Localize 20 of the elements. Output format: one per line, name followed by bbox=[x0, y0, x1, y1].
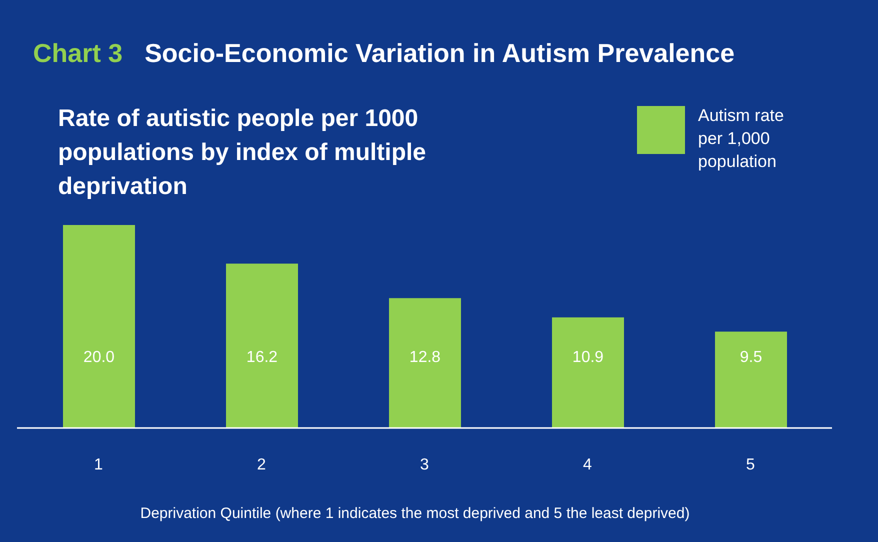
bar bbox=[63, 225, 135, 428]
x-axis-title: Deprivation Quintile (where 1 indicates the most deprived and 5 the least deprived) bbox=[139, 505, 691, 522]
bar bbox=[226, 264, 298, 428]
x-tick-label: 2 bbox=[257, 456, 266, 474]
bar bbox=[552, 317, 624, 428]
data-label: 20.0 bbox=[83, 349, 115, 366]
data-label: 12.8 bbox=[409, 349, 441, 366]
data-label: 9.5 bbox=[740, 349, 762, 366]
x-tick-label: 1 bbox=[94, 456, 104, 474]
text: Autism rate per 1,000 population bbox=[698, 105, 785, 173]
chart-subtitle: Socio-Economic Variation in Autism Prevalence bbox=[144, 38, 735, 68]
x-tick-label: 5 bbox=[746, 456, 756, 474]
x-tick-label: 4 bbox=[583, 456, 592, 474]
x-tick-label: 3 bbox=[420, 456, 430, 474]
data-label: 16.2 bbox=[246, 349, 278, 366]
bar bbox=[715, 332, 787, 428]
text: Rate of autistic people per 1000 populations by index of multiple deprivation bbox=[58, 104, 428, 202]
data-label: 10.9 bbox=[572, 349, 604, 366]
chart-title: Chart 3 bbox=[33, 38, 123, 68]
bar bbox=[389, 298, 461, 428]
